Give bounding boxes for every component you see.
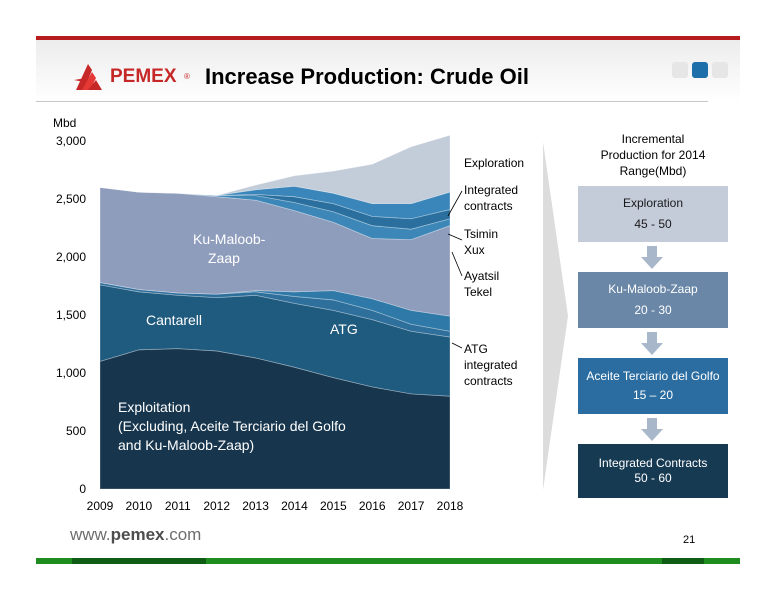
right-label-ayatsil-tekel: Ayatsil: [464, 269, 499, 283]
footer-url[interactable]: www.pemex.com: [70, 525, 201, 545]
footer-url-brand: pemex: [110, 525, 165, 544]
area-label-cantarell: Cantarell: [146, 312, 202, 328]
leader-line: [447, 233, 463, 241]
pemex-eagle-icon: [74, 64, 102, 90]
down-arrow-icon: [640, 418, 664, 442]
incremental-box-ku-maloob-zaap: Ku-Maloob-Zaap 20 - 30: [578, 272, 728, 328]
y-tick-label: 500: [66, 424, 86, 438]
title-area: [36, 40, 740, 102]
page-number: 21: [683, 534, 696, 546]
right-label-ayatsil-tekel: Tekel: [464, 285, 492, 299]
y-axis-label: Mbd: [53, 116, 76, 130]
leader-line: [447, 190, 463, 217]
incremental-title-line: Range(Mbd): [619, 164, 687, 178]
y-tick-label: 2,000: [56, 250, 86, 264]
down-arrow-icon: [640, 246, 664, 270]
bottom-band-accent: [662, 558, 704, 564]
incremental-box-integrated-contracts: Integrated Contracts 50 - 60: [578, 444, 728, 498]
area-label-kmz: Ku-Maloob-: [193, 231, 266, 247]
down-arrow-icon: [640, 332, 664, 356]
box-label: Ku-Maloob-Zaap: [608, 282, 698, 296]
area-series-2: [99, 282, 451, 338]
y-tick-label: 1,000: [56, 366, 86, 380]
right-label-tsimin-xux: Xux: [464, 243, 485, 257]
box-label: Integrated Contracts: [598, 456, 708, 470]
y-tick-label: 0: [79, 482, 86, 496]
incremental-title-line: Incremental: [621, 132, 685, 146]
box-range: 45 - 50: [634, 217, 672, 231]
incremental-title-line: Production for 2014: [600, 148, 706, 162]
bottom-green-band: [36, 558, 740, 564]
area-label-atg: ATG: [330, 321, 358, 337]
area-label-exploitation: (Excluding, Aceite Terciario del Golfo: [118, 418, 346, 434]
box-range: 15 – 20: [632, 388, 674, 402]
area-series-6: [99, 187, 451, 230]
x-tick-label: 2017: [398, 499, 425, 513]
y-tick-label: 3,000: [56, 134, 86, 148]
area-label-exploitation: Exploitation: [118, 399, 190, 415]
bottom-band-accent: [72, 558, 206, 564]
x-tick-label: 2010: [126, 499, 153, 513]
area-series-8: [99, 134, 451, 205]
right-label-integrated-contracts: Integrated: [464, 183, 518, 197]
right-label-atg-integrated-contracts: ATG: [464, 342, 488, 356]
pemex-logo: PEMEX ®: [72, 60, 202, 94]
x-tick-label: 2018: [437, 499, 464, 513]
incremental-title: Incremental Production for 2014 Range(Mb…: [578, 131, 728, 179]
right-label-integrated-contracts: contracts: [464, 199, 513, 213]
brand-name: PEMEX: [110, 66, 177, 87]
area-series-7: [99, 185, 451, 220]
chevron-arrow: [543, 142, 568, 490]
footer-url-suffix: .com: [164, 525, 202, 544]
leader-line: [451, 251, 463, 277]
area-label-exploitation: and Ku-Maloob-Zaap): [118, 437, 254, 453]
y-tick-label: 2,500: [56, 192, 86, 206]
footer-url-prefix: www.: [70, 525, 111, 544]
leader-line: [451, 342, 463, 349]
right-label-atg-integrated-contracts: contracts: [464, 374, 513, 388]
nav-button-current[interactable]: [692, 62, 708, 78]
nav-button-right[interactable]: [712, 62, 728, 78]
x-tick-label: 2012: [203, 499, 230, 513]
area-series-1: [99, 284, 451, 397]
title-divider: [36, 101, 708, 102]
nav-button-left[interactable]: [672, 62, 688, 78]
box-label: Aceite Terciario del Golfo: [586, 369, 720, 383]
top-red-band: [36, 36, 740, 40]
incremental-box-exploration: Exploration 45 - 50: [578, 186, 728, 242]
x-tick-label: 2011: [165, 499, 191, 513]
y-tick-label: 1,500: [56, 308, 86, 322]
x-tick-label: 2009: [87, 499, 114, 513]
box-label: Exploration: [622, 196, 684, 210]
box-range: 50 - 60: [634, 471, 672, 485]
area-label-kmz: Zaap: [208, 250, 240, 266]
right-label-atg-integrated-contracts: integrated: [464, 358, 517, 372]
x-tick-label: 2016: [359, 499, 386, 513]
right-label-tsimin-xux: Tsimin: [464, 227, 498, 241]
box-range: 20 - 30: [634, 303, 672, 317]
area-series-3: [99, 282, 451, 332]
x-tick-label: 2015: [320, 499, 347, 513]
x-tick-label: 2014: [281, 499, 308, 513]
registered-icon: ®: [184, 72, 190, 81]
page-title: Increase Production: Crude Oil: [205, 64, 529, 89]
incremental-box-aceite-terciario: Aceite Terciario del Golfo 15 – 20: [578, 358, 728, 414]
right-label-exploration: Exploration: [464, 156, 524, 170]
x-tick-label: 2013: [242, 499, 269, 513]
